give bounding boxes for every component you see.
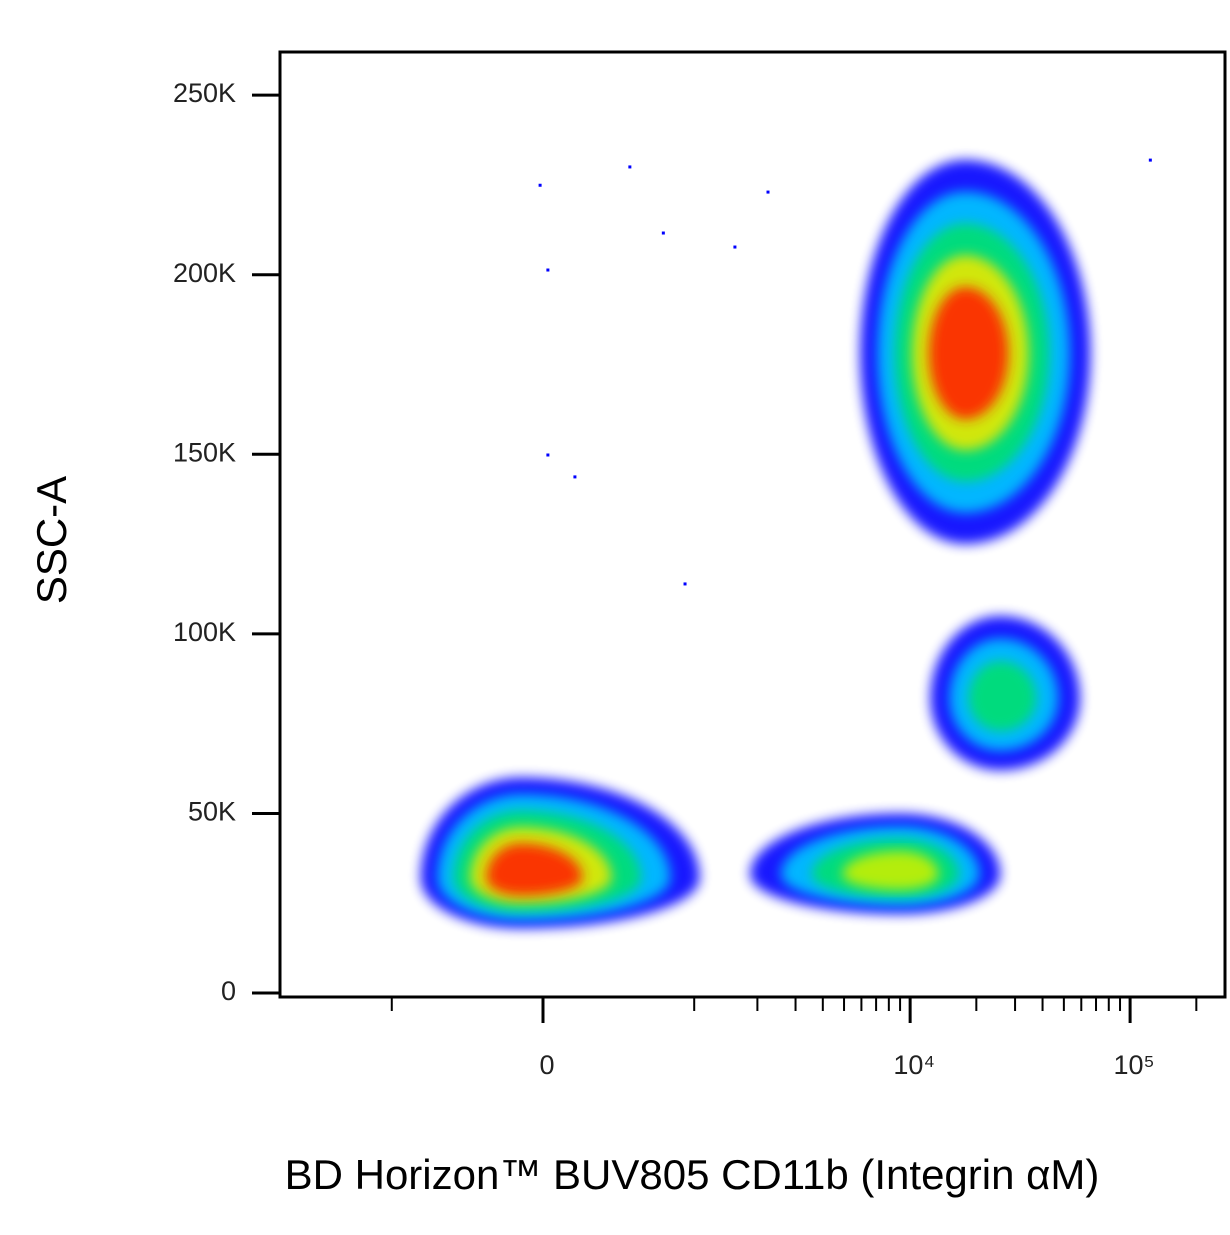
event-dot — [573, 475, 577, 479]
density-level — [486, 843, 583, 896]
event-dot — [683, 582, 687, 586]
y-tick-label: 200K — [173, 258, 236, 288]
x-tick-label: 0 — [539, 1050, 554, 1080]
event-dot — [628, 165, 632, 169]
x-axis-label: BD Horizon™ BUV805 CD11b (Integrin αM) — [285, 1151, 1100, 1198]
event-dot — [538, 183, 542, 187]
event-dot — [733, 245, 737, 249]
event-dot — [546, 268, 550, 272]
event-dot — [766, 190, 770, 194]
y-axis-label: SSC-A — [28, 476, 75, 604]
y-tick-label: 250K — [173, 78, 236, 108]
density-level — [929, 286, 1009, 420]
x-tick-label: 10⁴ — [893, 1050, 935, 1080]
plot-frame — [278, 50, 1227, 999]
density-level — [968, 661, 1037, 732]
y-tick-label: 0 — [221, 976, 236, 1006]
event-dot — [1148, 158, 1152, 162]
plot-area — [420, 158, 1152, 929]
event-dot — [546, 453, 550, 457]
y-tick-label: 50K — [188, 797, 236, 827]
y-tick-label: 150K — [173, 437, 236, 467]
y-tick-label: 100K — [173, 617, 236, 647]
x-tick-label: 10⁵ — [1113, 1050, 1154, 1080]
event-dot — [661, 231, 665, 235]
density-level — [842, 851, 939, 890]
